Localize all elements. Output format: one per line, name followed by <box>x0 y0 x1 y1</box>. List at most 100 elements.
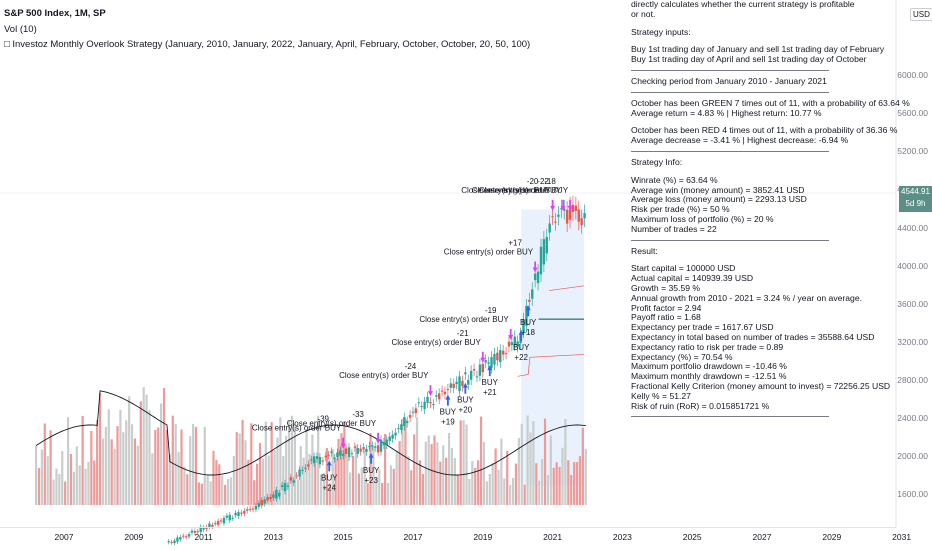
candle-body <box>231 517 234 519</box>
x-tick-label: 2013 <box>263 532 283 542</box>
volume-bar <box>209 481 212 505</box>
candle-body <box>243 510 246 514</box>
buy-arrow-icon <box>525 305 531 317</box>
volume-bar <box>232 455 235 505</box>
highlight-zone <box>521 209 585 486</box>
volume-bar <box>398 441 401 505</box>
volume-bar <box>389 465 392 505</box>
volume-bar <box>93 460 96 505</box>
divider <box>631 150 829 152</box>
candle-body <box>359 448 362 452</box>
trade-label: Close entry(s) order BUY <box>339 371 429 380</box>
volume-bar <box>381 482 384 505</box>
candle-body <box>548 223 551 233</box>
volume-bar <box>296 479 299 505</box>
trade-label: Close entry(s) order BUY <box>472 186 562 195</box>
volume-bar <box>64 481 67 505</box>
trade-label: BUY <box>363 466 380 475</box>
volume-bar <box>331 448 334 505</box>
y-tick-label: 2400.00 <box>897 413 928 424</box>
candle-body <box>182 535 185 537</box>
volume-bar <box>200 483 203 505</box>
volume-bar <box>171 415 174 505</box>
candle-body <box>437 393 441 400</box>
currency-button[interactable]: USD <box>910 8 932 21</box>
close-arrow-icon <box>375 432 381 444</box>
volume-bar <box>98 393 102 505</box>
candle-body <box>513 336 516 346</box>
candle-body <box>344 448 348 455</box>
volume-bar <box>573 461 576 505</box>
candle-body <box>507 341 511 347</box>
price-axis[interactable]: 1600.00 2000.00 2400.00 2800.00 3200.00 3600.… <box>896 0 932 520</box>
volume-indicator-label[interactable]: Vol (10) <box>4 23 37 35</box>
volume-bar <box>317 415 320 505</box>
candle-body <box>388 436 391 441</box>
candle-body <box>542 239 546 265</box>
volume-bar <box>160 403 163 505</box>
volume-bar <box>462 420 465 505</box>
strategy-label[interactable]: □ Investoz Monthly Overlook Strategy (Ja… <box>4 39 531 50</box>
symbol-title[interactable]: S&P 500 Index, 1M, SP <box>4 8 106 19</box>
volume-bar <box>564 418 567 505</box>
volume-bar <box>125 420 128 505</box>
volume-bar <box>110 439 113 505</box>
candle-body <box>275 490 278 499</box>
info-line-5: Maximum loss of portfolio (%) = 20 % <box>631 213 774 224</box>
volume-bar <box>488 474 491 505</box>
volume-bar <box>523 484 526 505</box>
x-tick-label: 2015 <box>333 532 353 542</box>
candle-body <box>254 505 258 510</box>
candle-body <box>269 496 272 500</box>
candle-body <box>173 540 176 544</box>
volume-bar <box>270 422 273 505</box>
volume-bar <box>319 474 323 505</box>
trade-pnl-label: -39 <box>317 415 329 424</box>
volume-bar <box>424 441 427 505</box>
intro-line-2: or not. <box>631 8 656 19</box>
volume-bar <box>450 448 454 505</box>
candle-body <box>301 469 304 471</box>
buy-arrow-icon <box>445 394 451 406</box>
volume-bar <box>517 438 520 505</box>
candle-body <box>400 424 403 430</box>
volume-bar <box>322 473 326 505</box>
time-axis[interactable]: 2007 2009 2011 2013 2015 2017 2019 2021 2023 2025… <box>0 527 911 548</box>
volume-bar <box>96 420 99 505</box>
volume-bar <box>154 429 157 505</box>
candle-body <box>496 352 499 361</box>
y-tick-label: 5200.00 <box>897 146 928 157</box>
candle-body <box>411 411 415 413</box>
candle-body <box>353 446 357 448</box>
x-tick-label: 2017 <box>403 532 423 542</box>
divider <box>631 91 829 93</box>
buy-arrow-icon <box>368 452 374 464</box>
volume-bar <box>442 445 445 505</box>
candle-body <box>307 464 310 467</box>
stop-line <box>549 285 585 291</box>
volume-bar <box>543 418 547 505</box>
volume-bar <box>479 416 483 505</box>
x-tick-label: 2009 <box>124 532 144 542</box>
result-line-1: Start capital = 100000 USD <box>631 263 736 274</box>
candle-body <box>510 342 514 346</box>
candle-body <box>251 508 255 510</box>
candle-body <box>184 536 188 538</box>
result-line-13: Fractional Kelly Criterion (money amount… <box>631 380 891 391</box>
candle-body <box>539 246 543 275</box>
candle-body <box>240 512 243 514</box>
volume-bar <box>311 434 314 505</box>
candle-body <box>373 446 377 448</box>
candle-body <box>533 273 537 281</box>
strategy-info-panel: directly calculates whether the current … <box>631 0 910 520</box>
candle-body <box>278 492 281 497</box>
volume-bar <box>224 484 227 505</box>
candle-body <box>551 216 554 218</box>
buy-arrow-icon <box>487 365 493 377</box>
candle-body <box>452 383 455 389</box>
candle-body <box>362 447 365 450</box>
volume-bar <box>276 437 279 505</box>
volume-bar <box>305 430 308 505</box>
volume-bar <box>558 467 561 505</box>
